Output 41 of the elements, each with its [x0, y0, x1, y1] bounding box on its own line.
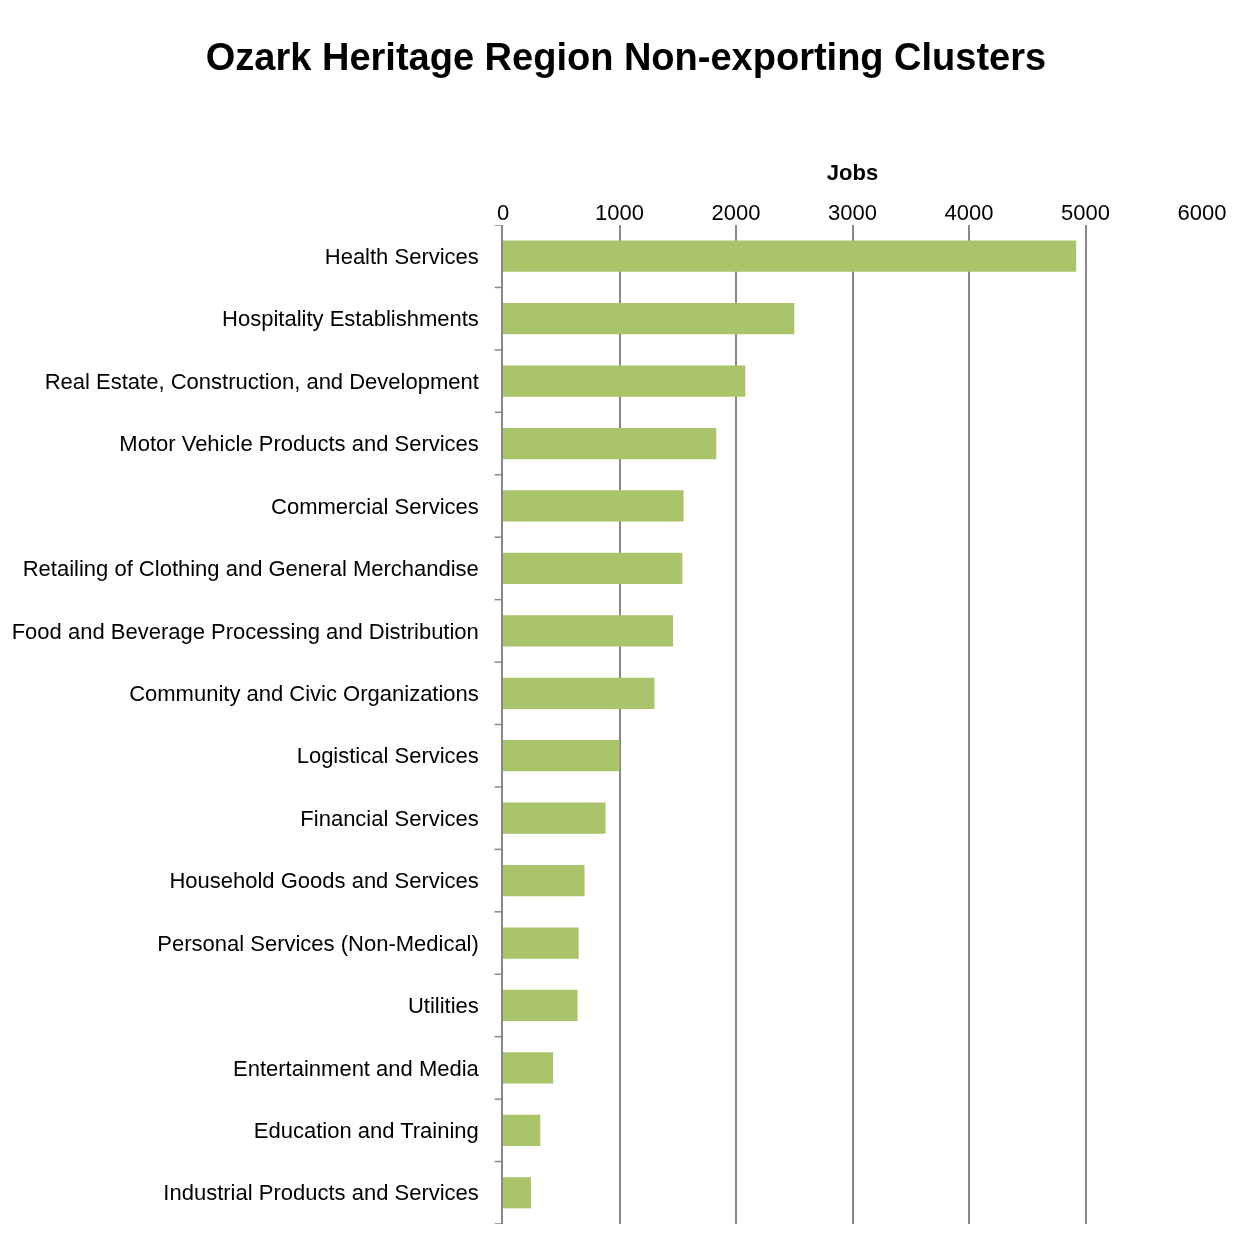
bar: [503, 490, 684, 522]
bar: [503, 1052, 554, 1084]
bar: [503, 677, 655, 709]
x-tick-label: 1000: [595, 199, 644, 225]
y-tick-label: Community and Civic Organizations: [129, 680, 479, 706]
bar: [503, 740, 620, 772]
bar: [503, 1114, 541, 1146]
y-tick-label: Industrial Products and Services: [163, 1180, 479, 1206]
bar: [503, 365, 746, 397]
bar: [503, 864, 585, 897]
y-tick-label: Financial Services: [300, 805, 479, 831]
y-tick-label: Household Goods and Services: [169, 868, 479, 894]
y-tick-label: Logistical Services: [296, 743, 479, 769]
y-tick-label: Personal Services (Non-Medical): [157, 930, 479, 956]
x-axis-title: Jobs: [826, 160, 879, 186]
y-tick-label: Retailing of Clothing and General Merchandise: [22, 556, 479, 582]
x-tick-label: 4000: [944, 199, 994, 225]
y-tick-label: Hospitality Establishments: [222, 306, 479, 332]
y-tick-label: Utilities: [407, 993, 479, 1019]
bar: [503, 240, 1077, 272]
bar: [503, 427, 717, 460]
bar: [503, 989, 578, 1022]
bar: [503, 802, 606, 834]
x-tick-label: 6000: [1177, 199, 1227, 225]
y-tick-label: Entertainment and Media: [233, 1055, 480, 1081]
y-tick-label: Food and Beverage Processing and Distribution: [11, 618, 479, 644]
bar: [503, 615, 674, 647]
bar: [503, 303, 795, 335]
chart-title: Ozark Heritage Region Non-exporting Clusters: [205, 36, 1047, 79]
bar: [503, 552, 683, 585]
y-tick-label: Health Services: [324, 243, 479, 269]
y-tick-label: Education and Training: [253, 1118, 479, 1144]
bar: [503, 1177, 531, 1209]
x-tick-label: 5000: [1061, 199, 1110, 225]
y-tick-label: Commercial Services: [271, 493, 479, 519]
y-tick-label: Real Estate, Construction, and Development: [44, 368, 479, 394]
y-tick-label: Motor Vehicle Products and Services: [119, 431, 479, 457]
x-tick-label: 0: [496, 199, 510, 225]
bar: [503, 927, 579, 959]
x-tick-label: 2000: [711, 199, 761, 225]
x-tick-label: 3000: [828, 199, 877, 225]
